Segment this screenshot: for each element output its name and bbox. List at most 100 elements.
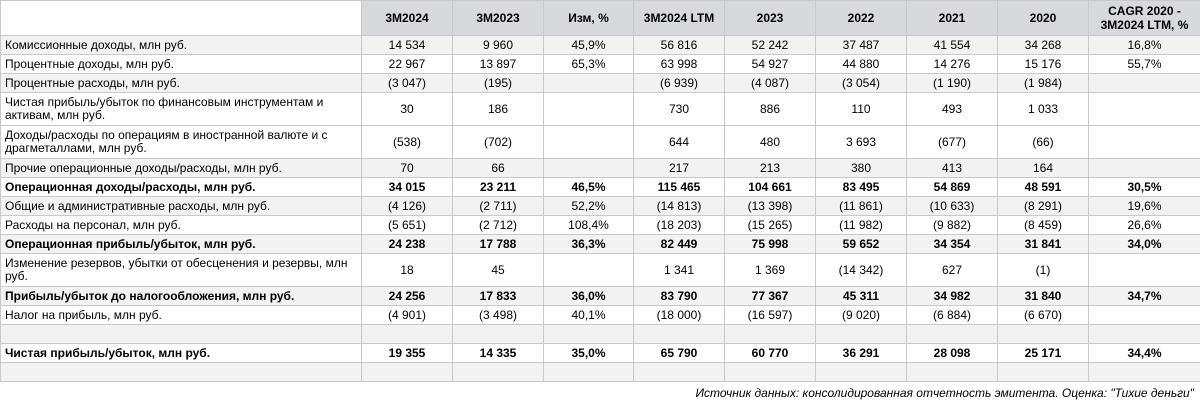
table-row: Налог на прибыль, млн руб. (4 901) (3 498)… xyxy=(0,305,1200,325)
cell-value: 34 354 xyxy=(906,234,998,254)
table-row: Доходы/расходы по операциям в иностранно… xyxy=(0,125,1200,159)
cell-value: 24 256 xyxy=(361,286,453,306)
cell-value: 28 098 xyxy=(906,343,998,363)
cell-value: (6 939) xyxy=(633,73,725,93)
cell-value: (9 020) xyxy=(815,305,907,325)
column-header: 3M2023 xyxy=(452,0,544,36)
cell-value xyxy=(815,362,907,382)
row-label: Процентные доходы, млн руб. xyxy=(0,54,362,74)
cell-value: 108,4% xyxy=(543,215,634,235)
cell-value: (10 633) xyxy=(906,196,998,216)
column-header: Изм, % xyxy=(543,0,634,36)
cell-value: 54 869 xyxy=(906,177,998,197)
cell-value xyxy=(1088,125,1200,159)
column-header: 2022 xyxy=(815,0,907,36)
financial-table: 3M2024 3M2023 Изм, % 3M2024 LTM 2023 2022 2021… xyxy=(0,0,1200,382)
cell-value xyxy=(1088,324,1200,344)
cell-value: 26,6% xyxy=(1088,215,1200,235)
cell-value: 19 355 xyxy=(361,343,453,363)
cell-value: 45,9% xyxy=(543,35,634,55)
cell-value: 19,6% xyxy=(1088,196,1200,216)
cell-value xyxy=(452,324,544,344)
cell-value: (4 901) xyxy=(361,305,453,325)
cell-value: 1 369 xyxy=(724,253,816,287)
column-header: 2020 xyxy=(997,0,1089,36)
cell-value: (702) xyxy=(452,125,544,159)
cell-value: (66) xyxy=(997,125,1089,159)
cell-value xyxy=(361,324,453,344)
cell-value: 17 788 xyxy=(452,234,544,254)
cell-value: 217 xyxy=(633,158,725,178)
cell-value: (538) xyxy=(361,125,453,159)
cell-value: 413 xyxy=(906,158,998,178)
row-label: Чистая прибыль/убыток по финансовым инст… xyxy=(0,92,362,126)
cell-value: 77 367 xyxy=(724,286,816,306)
table-row: Комиссионные доходы, млн руб. 14 534 9 960… xyxy=(0,35,1200,55)
cell-value: (8 291) xyxy=(997,196,1089,216)
source-note: Источник данных: консолидированная отчет… xyxy=(695,386,1194,400)
row-label xyxy=(0,324,362,344)
cell-value: 16,8% xyxy=(1088,35,1200,55)
cell-value: 15 176 xyxy=(997,54,1089,74)
table-row xyxy=(0,324,1200,344)
cell-value: 9 960 xyxy=(452,35,544,55)
cell-value: 13 897 xyxy=(452,54,544,74)
cell-value: (6 884) xyxy=(906,305,998,325)
table-row: Общие и административные расходы, млн ру… xyxy=(0,196,1200,216)
row-label: Чистая прибыль/убыток, млн руб. xyxy=(0,343,362,363)
cell-value: 627 xyxy=(906,253,998,287)
cell-value xyxy=(1088,305,1200,325)
cell-value: 24 238 xyxy=(361,234,453,254)
cell-value: (9 882) xyxy=(906,215,998,235)
cell-value: 23 211 xyxy=(452,177,544,197)
table-row: Чистая прибыль/убыток, млн руб. 19 355 14 … xyxy=(0,343,1200,363)
row-label: Операционная прибыль/убыток, млн руб. xyxy=(0,234,362,254)
cell-value xyxy=(997,324,1089,344)
cell-value: (1 190) xyxy=(906,73,998,93)
cell-value: 46,5% xyxy=(543,177,634,197)
cell-value: (11 982) xyxy=(815,215,907,235)
cell-value: 18 xyxy=(361,253,453,287)
row-label: Комиссионные доходы, млн руб. xyxy=(0,35,362,55)
cell-value: 65,3% xyxy=(543,54,634,74)
cell-value: (1) xyxy=(997,253,1089,287)
cell-value: 48 591 xyxy=(997,177,1089,197)
cell-value: 41 554 xyxy=(906,35,998,55)
cell-value xyxy=(543,92,634,126)
cell-value: 34 982 xyxy=(906,286,998,306)
cell-value: 34 015 xyxy=(361,177,453,197)
cell-value: (4 126) xyxy=(361,196,453,216)
cell-value: 31 841 xyxy=(997,234,1089,254)
cell-value: 186 xyxy=(452,92,544,126)
cell-value: 75 998 xyxy=(724,234,816,254)
table-row: Операционная доходы/расходы, млн руб. 34 … xyxy=(0,177,1200,197)
cell-value: (18 203) xyxy=(633,215,725,235)
cell-value: (1 984) xyxy=(997,73,1089,93)
row-label: Расходы на персонал, млн руб. xyxy=(0,215,362,235)
cell-value xyxy=(543,125,634,159)
cell-value xyxy=(543,73,634,93)
cell-value: 14 276 xyxy=(906,54,998,74)
cell-value: 30,5% xyxy=(1088,177,1200,197)
table-row: Операционная прибыль/убыток, млн руб. 24 … xyxy=(0,234,1200,254)
cell-value: 54 927 xyxy=(724,54,816,74)
cell-value: 63 998 xyxy=(633,54,725,74)
cell-value: 34,7% xyxy=(1088,286,1200,306)
table-row: Расходы на персонал, млн руб. (5 651) (2 7… xyxy=(0,215,1200,235)
row-label: Налог на прибыль, млн руб. xyxy=(0,305,362,325)
cell-value: 1 341 xyxy=(633,253,725,287)
cell-value xyxy=(1088,92,1200,126)
cell-value: 14 534 xyxy=(361,35,453,55)
table-row: Процентные доходы, млн руб. 22 967 13 897 6… xyxy=(0,54,1200,74)
cell-value: 380 xyxy=(815,158,907,178)
cell-value xyxy=(815,324,907,344)
cell-value: (13 398) xyxy=(724,196,816,216)
table-row: Изменение резервов, убытки от обесценени… xyxy=(0,253,1200,287)
cell-value xyxy=(361,362,453,382)
cell-value xyxy=(543,253,634,287)
cell-value: 14 335 xyxy=(452,343,544,363)
table-body: Комиссионные доходы, млн руб. 14 534 9 960… xyxy=(0,35,1200,382)
cell-value: (3 047) xyxy=(361,73,453,93)
row-label: Прочие операционные доходы/расходы, млн … xyxy=(0,158,362,178)
cell-value: 644 xyxy=(633,125,725,159)
